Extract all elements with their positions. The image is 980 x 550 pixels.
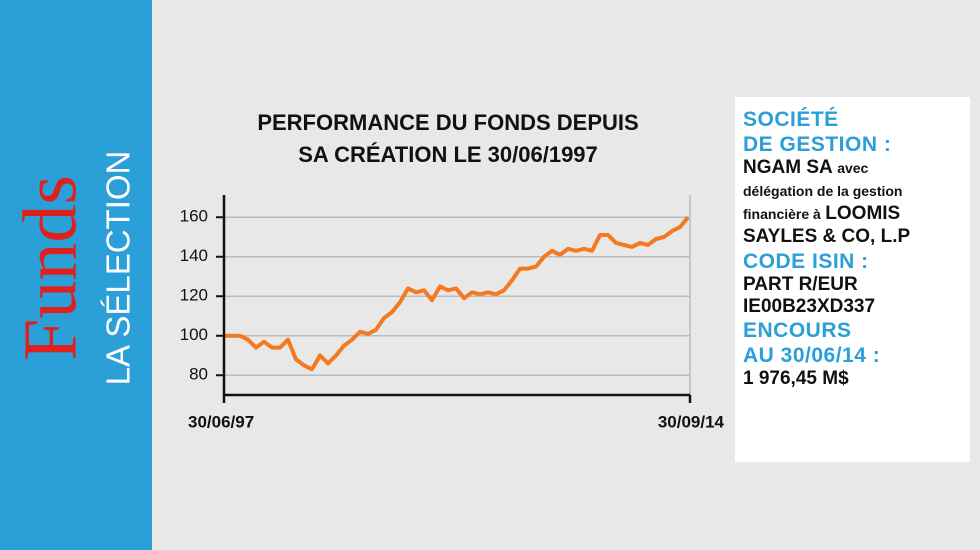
label: AU 30/06/14 : <box>743 344 881 367</box>
series-line <box>224 216 690 372</box>
text: financière à <box>743 206 821 222</box>
y-tick-label: 80 <box>189 365 208 384</box>
text: PART R/EUR <box>743 274 858 295</box>
brand-subtitle: LA SÉLECTION <box>100 151 137 386</box>
label: ENCOURS <box>743 319 852 342</box>
label: SOCIÉTÉ <box>743 108 839 131</box>
chart-title: SA CRÉATION LE 30/06/1997 <box>298 142 598 167</box>
info-box: SOCIÉTÉ DE GESTION : NGAM SA avec déléga… <box>735 97 970 462</box>
label: DE GESTION : <box>743 133 892 156</box>
sidebar <box>0 0 152 550</box>
y-tick-label: 140 <box>180 246 208 265</box>
label: CODE ISIN : <box>743 250 869 273</box>
y-tick-label: 100 <box>180 325 208 344</box>
y-tick-label: 120 <box>180 286 208 305</box>
x-tick-label: 30/09/14 <box>658 412 725 431</box>
y-tick-label: 160 <box>180 207 208 226</box>
text: SAYLES & CO, L.P <box>743 226 911 247</box>
x-tick-label: 30/06/97 <box>188 412 254 431</box>
brand: Funds <box>8 175 92 361</box>
text: NGAM SA <box>743 157 833 178</box>
text: 1 976,45 M$ <box>743 368 849 389</box>
text: avec <box>837 160 869 176</box>
text: délégation de la gestion <box>743 183 903 199</box>
text: LOOMIS <box>825 203 901 224</box>
chart-title: PERFORMANCE DU FONDS DEPUIS <box>257 110 638 135</box>
text: IE00B23XD337 <box>743 296 876 317</box>
